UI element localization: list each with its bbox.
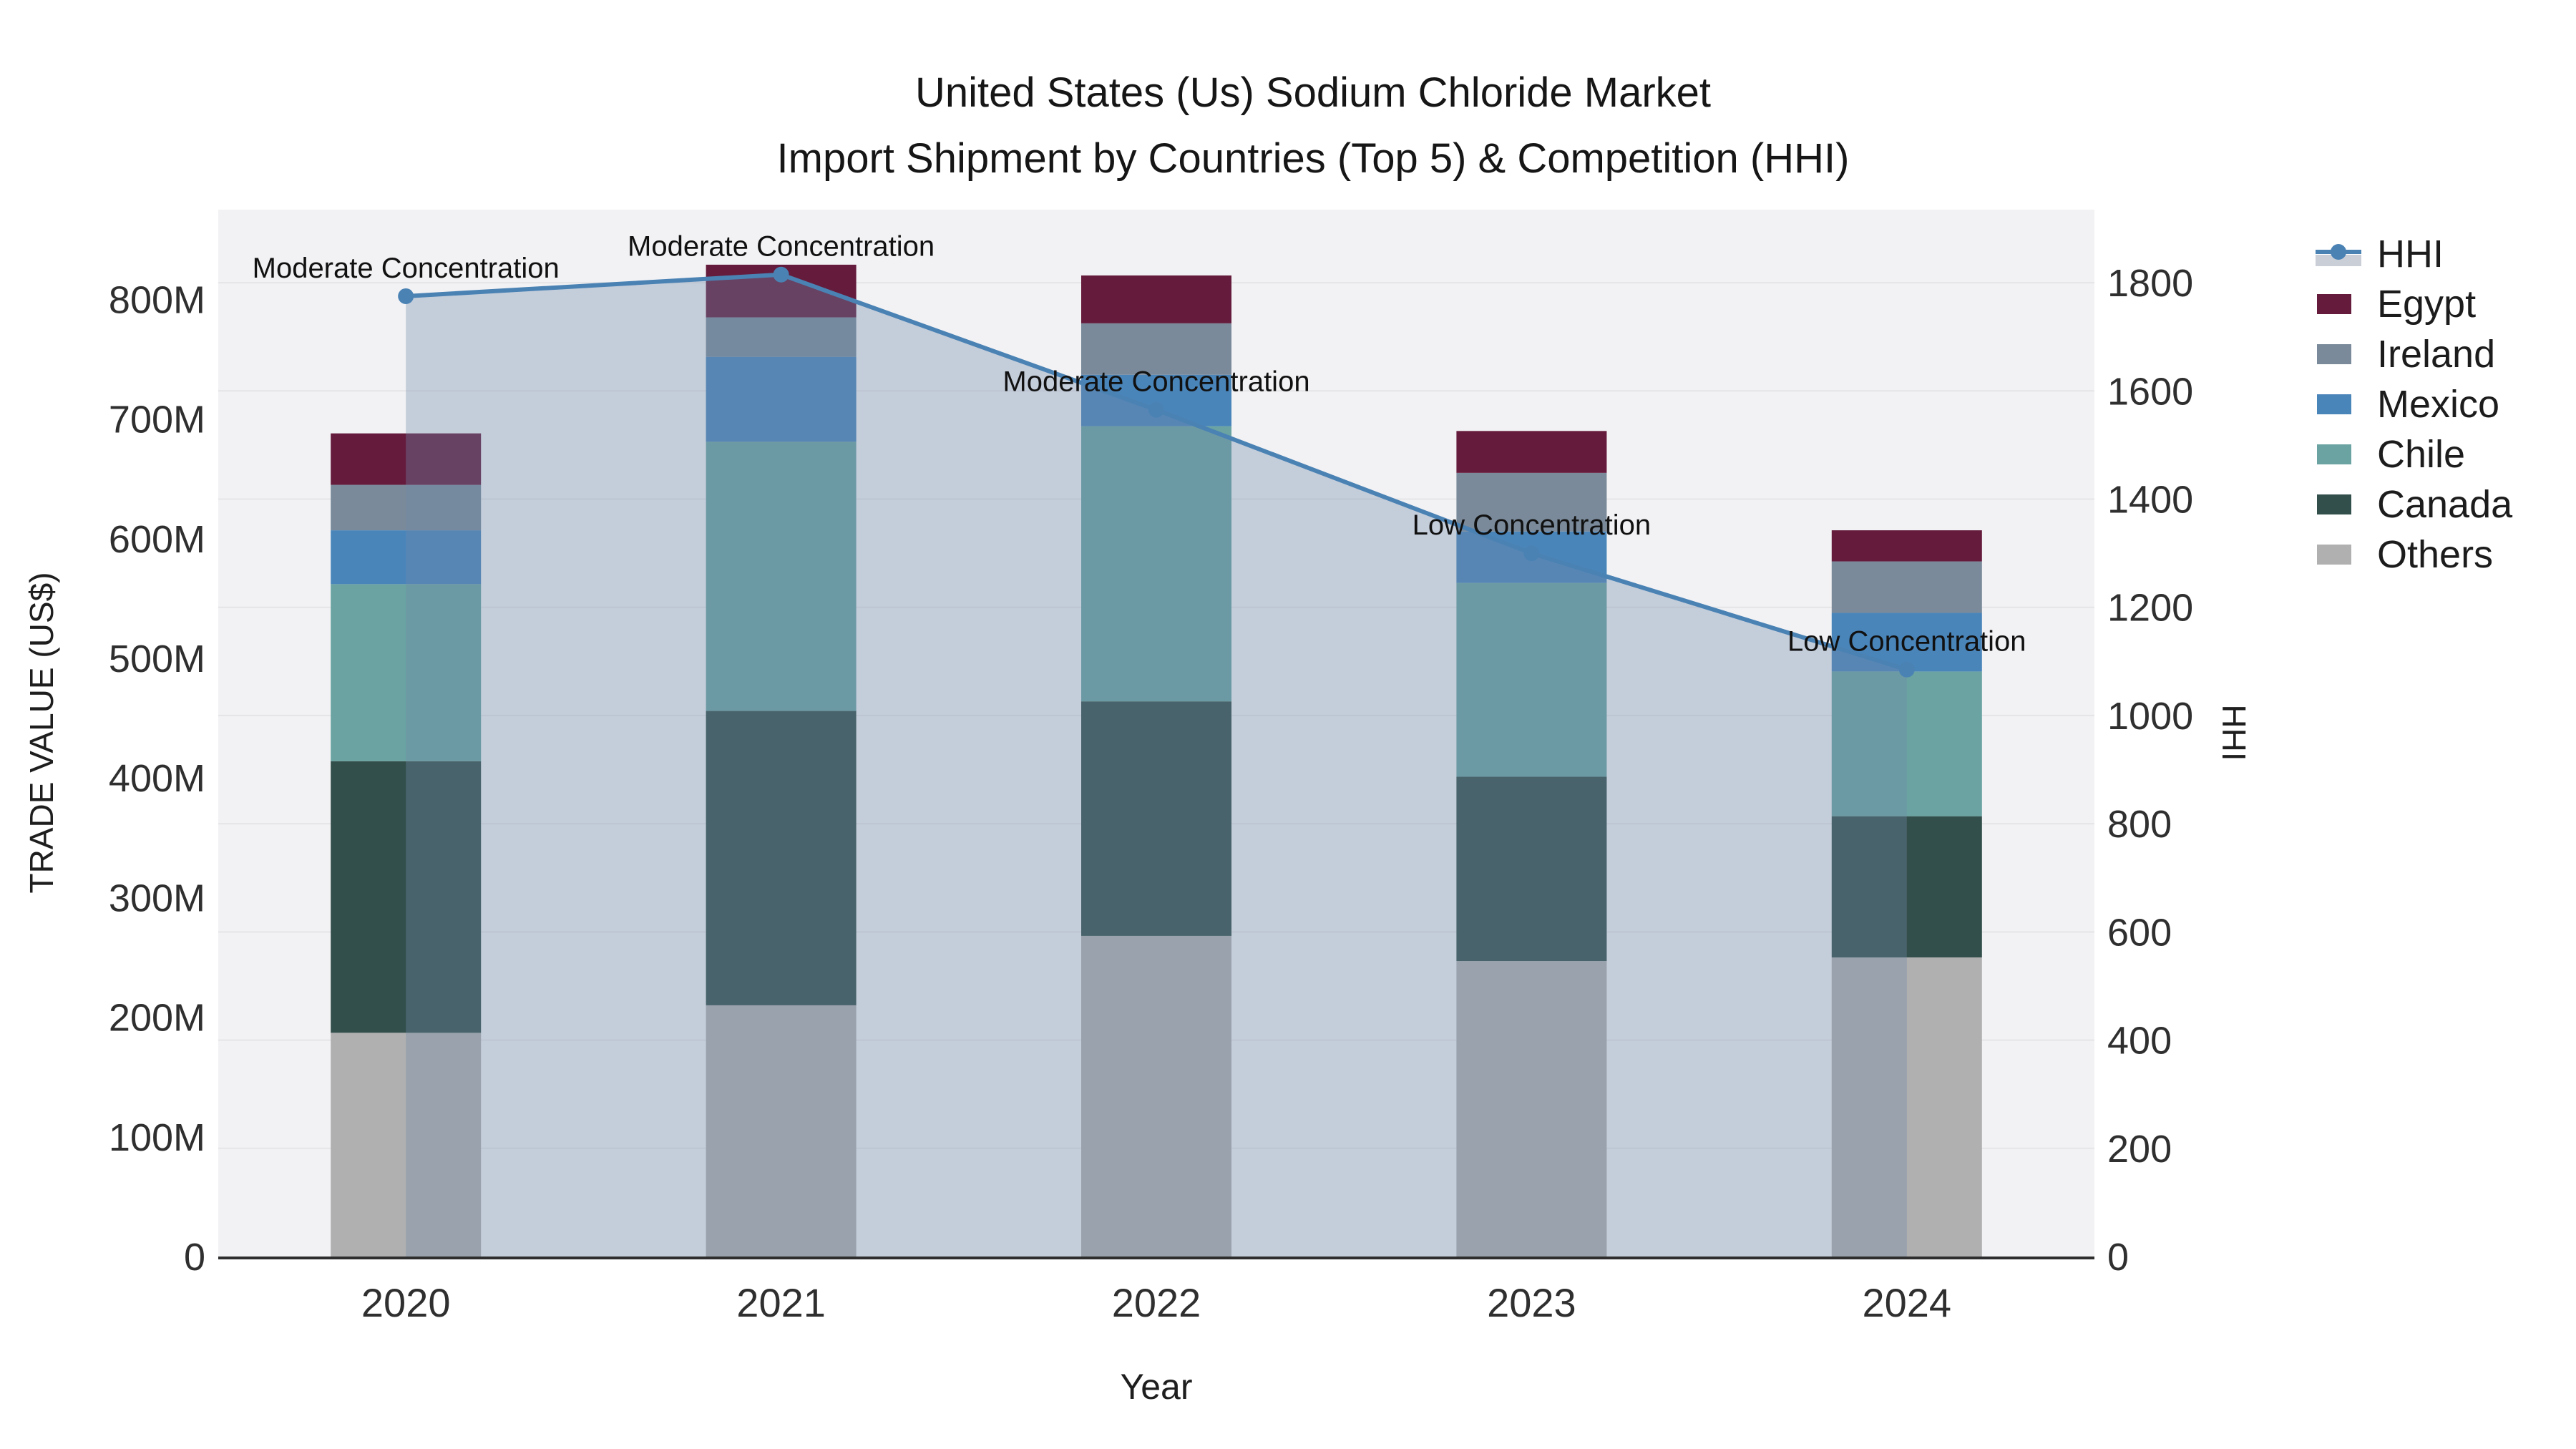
x-tick-label-2023: 2023 bbox=[1487, 1280, 1576, 1325]
legend-item-hhi[interactable]: HHI bbox=[2316, 229, 2512, 279]
y-left-tick-label: 100M bbox=[109, 1116, 205, 1159]
swatch bbox=[2317, 344, 2351, 364]
y-right-tick-label: 1800 bbox=[2107, 262, 2193, 305]
hhi-dot bbox=[2331, 244, 2346, 260]
y-left-tick-label: 700M bbox=[109, 399, 205, 441]
y-right-tick-label: 800 bbox=[2107, 803, 2172, 846]
bar-segment-mexico-2021[interactable] bbox=[706, 356, 857, 442]
hhi-marker-2020[interactable] bbox=[398, 288, 414, 304]
color-swatch-icon bbox=[2316, 542, 2361, 567]
x-tick-label-2024: 2024 bbox=[1863, 1280, 1952, 1325]
legend-label: Others bbox=[2377, 533, 2494, 576]
bar-segment-chile-2020[interactable] bbox=[331, 584, 482, 761]
y-right-tick-label: 1000 bbox=[2107, 695, 2193, 738]
hhi-marker-2024[interactable] bbox=[1898, 661, 1915, 678]
x-axis-title: Year bbox=[1120, 1367, 1193, 1407]
color-swatch-icon bbox=[2316, 442, 2361, 467]
annotation-2024: Low Concentration bbox=[1787, 626, 2026, 658]
legend-label: Canada bbox=[2377, 483, 2513, 526]
bar-segment-canada-2023[interactable] bbox=[1456, 776, 1607, 962]
y-right-tick-label: 0 bbox=[2107, 1236, 2129, 1279]
legend: HHI Egypt Ireland Mexico Chile Canada Others bbox=[2316, 229, 2512, 580]
bar-segment-canada-2022[interactable] bbox=[1081, 701, 1231, 936]
bar-segment-others-2022[interactable] bbox=[1081, 935, 1231, 1257]
color-swatch-icon bbox=[2316, 392, 2361, 416]
color-swatch-icon bbox=[2316, 342, 2361, 366]
legend-label: Chile bbox=[2377, 433, 2466, 476]
swatch bbox=[2317, 494, 2351, 514]
y-right-tick-label: 1400 bbox=[2107, 478, 2193, 521]
hhi-marker-2021[interactable] bbox=[773, 266, 789, 283]
hhi-graybar bbox=[2316, 255, 2361, 266]
swatch bbox=[2317, 444, 2351, 464]
y-left-tick-label: 200M bbox=[109, 997, 205, 1040]
x-tick-label-2021: 2021 bbox=[736, 1280, 826, 1325]
bar-segment-ireland-2024[interactable] bbox=[1831, 561, 1982, 613]
hhi-marker-2022[interactable] bbox=[1148, 401, 1164, 418]
bar-segment-chile-2023[interactable] bbox=[1456, 582, 1607, 777]
bar-segment-others-2021[interactable] bbox=[706, 1005, 857, 1257]
bar-segment-ireland-2021[interactable] bbox=[706, 317, 857, 357]
bar-segment-ireland-2022[interactable] bbox=[1081, 323, 1231, 375]
x-tick-label-2020: 2020 bbox=[361, 1280, 451, 1325]
bar-segment-canada-2021[interactable] bbox=[706, 711, 857, 1005]
annotation-2020: Moderate Concentration bbox=[253, 253, 560, 284]
y-right-tick-label: 1600 bbox=[2107, 370, 2193, 413]
annotation-2023: Low Concentration bbox=[1413, 509, 1652, 541]
bar-segment-others-2023[interactable] bbox=[1456, 961, 1607, 1257]
legend-item-ireland[interactable]: Ireland bbox=[2316, 329, 2512, 379]
bar-segment-canada-2024[interactable] bbox=[1831, 816, 1982, 957]
y-left-tick-label: 300M bbox=[109, 877, 205, 919]
hhi-line-icon bbox=[2316, 242, 2361, 266]
y-right-tick-label: 1200 bbox=[2107, 587, 2193, 630]
bar-segment-egypt-2022[interactable] bbox=[1081, 275, 1231, 323]
bar-segment-egypt-2023[interactable] bbox=[1456, 431, 1607, 473]
legend-item-egypt[interactable]: Egypt bbox=[2316, 279, 2512, 329]
y-right-tick-label: 400 bbox=[2107, 1020, 2172, 1063]
hhi-area bbox=[406, 274, 1907, 1257]
swatch bbox=[2317, 294, 2351, 314]
bar-segment-mexico-2020[interactable] bbox=[331, 530, 482, 585]
legend-item-canada[interactable]: Canada bbox=[2316, 479, 2512, 530]
legend-label: Egypt bbox=[2377, 283, 2477, 326]
color-swatch-icon bbox=[2316, 292, 2361, 316]
y-axis-title-right: HHI bbox=[2215, 704, 2253, 761]
legend-label: Ireland bbox=[2377, 333, 2496, 376]
y-left-tick-label: 600M bbox=[109, 518, 205, 561]
annotation-2022: Moderate Concentration bbox=[1002, 366, 1309, 398]
bar-segment-chile-2021[interactable] bbox=[706, 441, 857, 711]
x-tick-label-2022: 2022 bbox=[1112, 1280, 1201, 1325]
bar-segment-chile-2024[interactable] bbox=[1831, 671, 1982, 816]
bar-segment-egypt-2024[interactable] bbox=[1831, 530, 1982, 562]
annotation-2021: Moderate Concentration bbox=[628, 231, 935, 263]
y-left-tick-label: 0 bbox=[184, 1236, 205, 1279]
legend-item-others[interactable]: Others bbox=[2316, 530, 2512, 580]
swatch bbox=[2317, 394, 2351, 414]
y-left-tick-label: 500M bbox=[109, 638, 205, 680]
legend-item-mexico[interactable]: Mexico bbox=[2316, 379, 2512, 429]
bar-segment-chile-2022[interactable] bbox=[1081, 426, 1231, 702]
bar-segment-ireland-2020[interactable] bbox=[331, 484, 482, 531]
color-swatch-icon bbox=[2316, 492, 2361, 517]
legend-item-chile[interactable]: Chile bbox=[2316, 429, 2512, 479]
bar-segment-others-2024[interactable] bbox=[1831, 957, 1982, 1257]
bar-segment-egypt-2020[interactable] bbox=[331, 433, 482, 485]
bar-segment-ireland-2023[interactable] bbox=[1456, 472, 1607, 532]
hhi-marker-2023[interactable] bbox=[1523, 545, 1540, 562]
y-left-tick-label: 800M bbox=[109, 278, 205, 321]
y-right-tick-label: 200 bbox=[2107, 1128, 2172, 1171]
y-axis-title-left: TRADE VALUE (US$) bbox=[23, 572, 60, 894]
chart-title-line1: United States (Us) Sodium Chloride Marke… bbox=[914, 69, 1712, 116]
chart-title-line2: Import Shipment by Countries (Top 5) & C… bbox=[776, 135, 1850, 182]
bar-segment-others-2020[interactable] bbox=[331, 1033, 482, 1257]
swatch bbox=[2317, 545, 2351, 565]
legend-label: HHI bbox=[2377, 233, 2444, 275]
y-right-tick-label: 600 bbox=[2107, 911, 2172, 954]
legend-label: Mexico bbox=[2377, 383, 2500, 426]
y-left-tick-label: 400M bbox=[109, 757, 205, 800]
bar-segment-canada-2020[interactable] bbox=[331, 761, 482, 1033]
